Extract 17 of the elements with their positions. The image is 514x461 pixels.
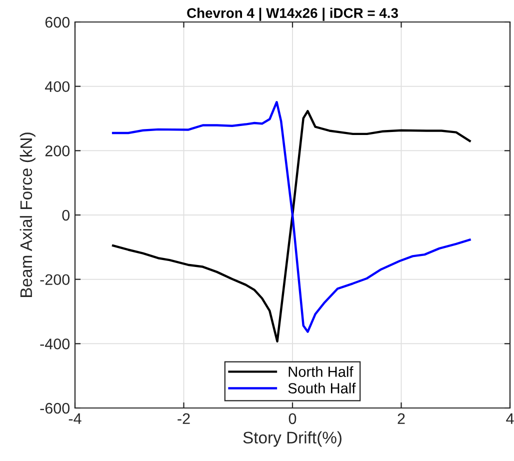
y-tick-label: 600 (45, 16, 70, 28)
x-tick-label: -4 (68, 413, 82, 424)
legend-label: North Half (288, 366, 354, 377)
legend-label: South Half (288, 382, 356, 394)
x-tick-label: 2 (398, 413, 405, 424)
chart-title: Chevron 4 | W14x26 | iDCR = 4.3 (187, 8, 398, 21)
x-tick-label: 0 (288, 413, 296, 424)
y-tick-label: -200 (40, 274, 70, 286)
y-tick-label: -400 (40, 338, 70, 350)
y-tick-label: 400 (45, 81, 70, 92)
y-tick-label: 0 (62, 210, 70, 221)
x-axis-title: Story Drift(%) (243, 431, 342, 447)
y-tick-label: 200 (45, 146, 70, 156)
y-axis-title: Beam Axial Force (kN) (20, 132, 36, 297)
x-tick-label: -2 (178, 413, 190, 424)
x-tick-label: 4 (506, 413, 514, 424)
y-tick-label: -600 (40, 402, 70, 414)
